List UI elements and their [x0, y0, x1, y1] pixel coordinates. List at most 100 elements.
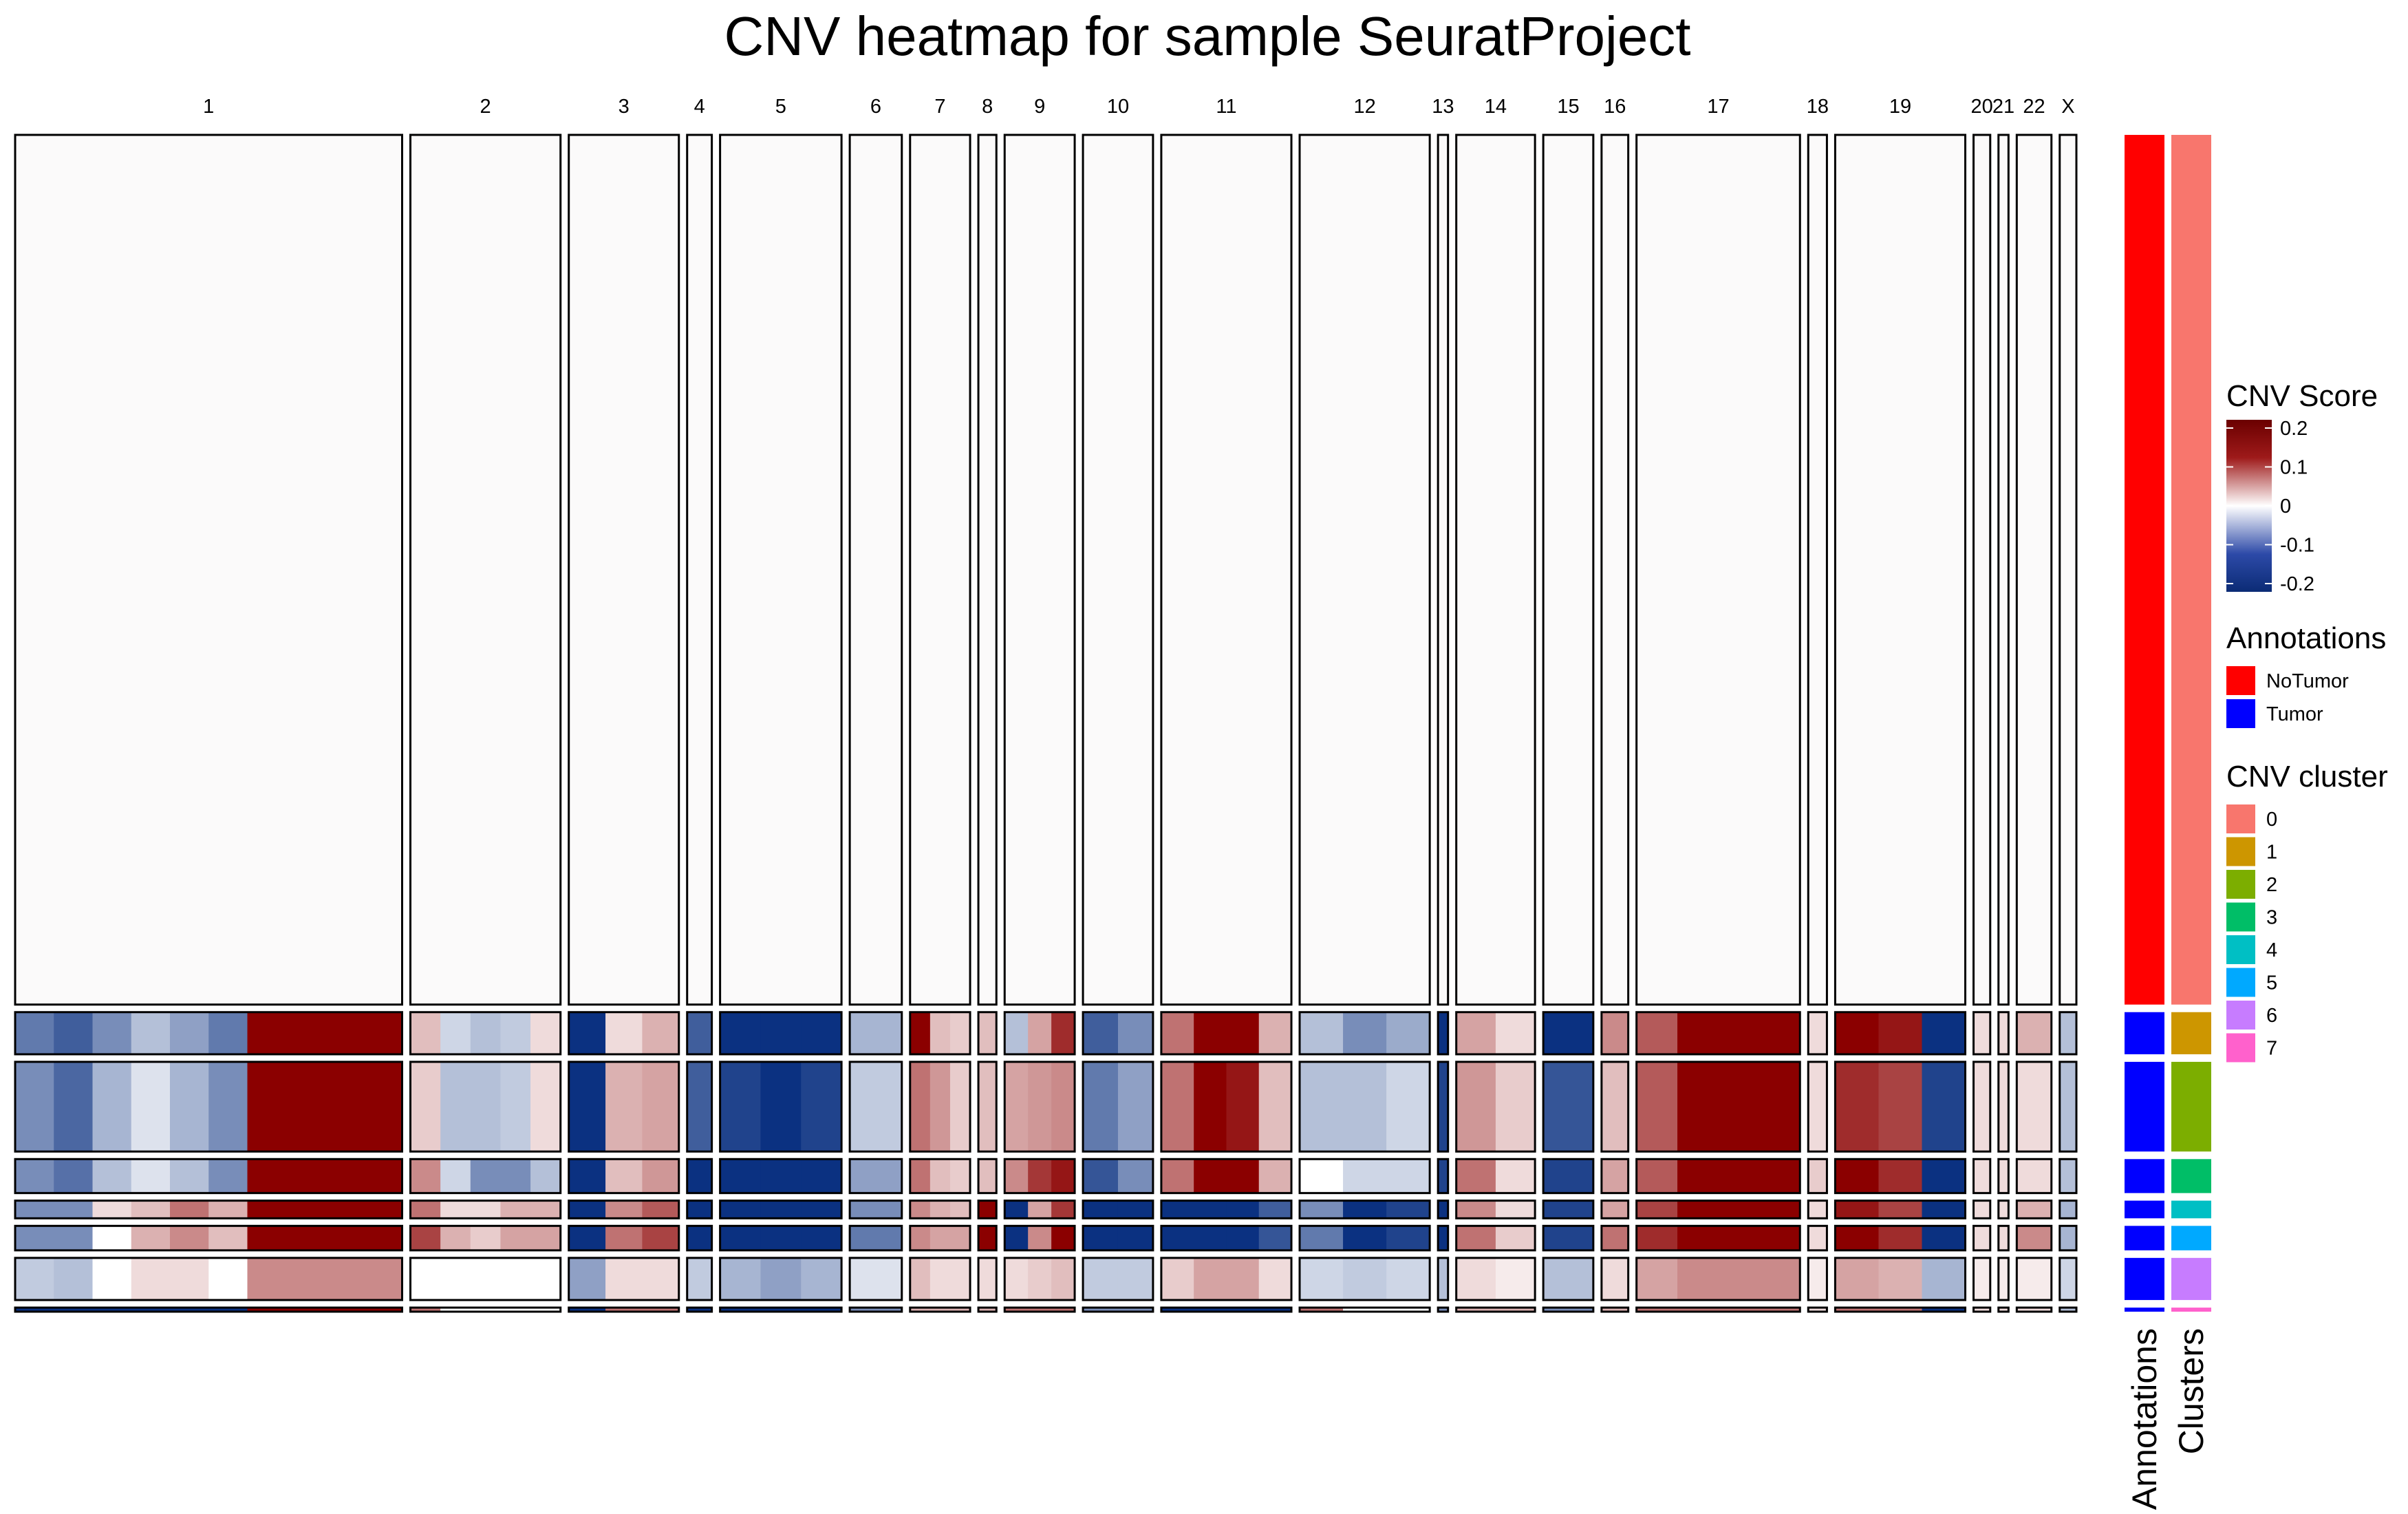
cnv-segment — [1438, 1200, 1449, 1219]
cluster-legend-swatch — [2226, 870, 2255, 899]
cnv-segment — [1998, 1257, 2009, 1301]
heatmap-cell-block — [2058, 1224, 2078, 1252]
block-border — [409, 1158, 562, 1195]
cnv-segment — [2059, 1012, 2077, 1054]
chromosome-label: 20 — [1971, 96, 1993, 118]
block-border — [1082, 1200, 1154, 1219]
block-border — [1635, 1060, 1801, 1153]
heatmap-cell-block — [1003, 134, 1076, 1006]
heatmap-cell-block — [2058, 1306, 2078, 1313]
cnv-segment — [760, 1200, 802, 1219]
cnv-segment — [15, 1061, 54, 1152]
block-border — [977, 1257, 998, 1301]
cnv-block — [1004, 135, 1075, 1005]
block-border — [1997, 1158, 2010, 1195]
heatmap-cell-block — [977, 1257, 998, 1301]
cnv-segment — [1718, 1200, 1760, 1219]
heatmap-cell-block — [1003, 1224, 1076, 1252]
colorbar-tick-label: 0.1 — [2280, 457, 2308, 479]
heatmap-cell-block — [568, 1158, 680, 1195]
cnv-segment — [1759, 1226, 1800, 1250]
block-border — [1003, 1200, 1076, 1219]
cnv-segment — [1258, 1200, 1292, 1219]
cnv-segment — [1343, 1200, 1387, 1219]
heatmap-cell-block — [1807, 1060, 1828, 1153]
block-border — [568, 1200, 680, 1219]
cnv-segment — [1083, 1012, 1119, 1054]
cnv-segment — [1998, 1200, 2009, 1219]
block-border — [848, 1257, 903, 1301]
heatmap-cell-block — [1298, 1224, 1431, 1252]
block-border — [719, 1224, 843, 1252]
cnv-segment — [500, 1308, 531, 1312]
cnv-segment — [1973, 1159, 1991, 1193]
heatmap-cell-block — [14, 1011, 403, 1056]
cnv-segment — [1004, 1159, 1029, 1193]
annotation-bar-segment — [2125, 1257, 2164, 1301]
cnv-segment — [208, 1061, 248, 1152]
heatmap-cell-block — [719, 1257, 843, 1301]
block-border — [2058, 134, 2078, 1006]
cnv-segment — [440, 1200, 471, 1219]
cnv-segment — [929, 1061, 951, 1152]
cnv-segment — [1438, 1159, 1449, 1193]
cluster-legend-label: 4 — [2266, 939, 2277, 961]
heatmap-cell-block — [909, 1011, 971, 1056]
heatmap-cell-block — [568, 1257, 680, 1301]
cnv-segment — [605, 1012, 643, 1054]
cnv-segment — [850, 1012, 903, 1054]
cnv-segment — [1636, 1159, 1678, 1193]
block-border — [1972, 1060, 1992, 1153]
cnv-segment — [1808, 1257, 1828, 1301]
block-border — [1600, 1257, 1630, 1301]
cnv-segment — [1718, 1061, 1760, 1152]
cnv-segment — [15, 1226, 54, 1250]
cnv-segment — [440, 1061, 471, 1152]
cnv-segment — [410, 1308, 441, 1312]
cnv-segment — [470, 1200, 502, 1219]
annotation-bar-segment — [2125, 1159, 2164, 1193]
heatmap-cell-block — [977, 1200, 998, 1219]
cnv-segment — [1543, 1159, 1594, 1193]
heatmap-cell-block — [686, 1060, 713, 1153]
block-border — [568, 134, 680, 1006]
heatmap-cell-block — [1437, 1257, 1450, 1301]
cnv-segment — [642, 1308, 680, 1312]
heatmap-cell-block — [1437, 1200, 1450, 1219]
cnv-segment — [720, 1012, 762, 1054]
heatmap-body — [14, 134, 2078, 1313]
cnv-segment — [1677, 1257, 1719, 1301]
heatmap-cell-block — [909, 1158, 971, 1195]
cnv-segment — [1386, 1200, 1430, 1219]
block-border — [1455, 1011, 1536, 1056]
heatmap-cell-block — [409, 1257, 562, 1301]
cnv-segment — [208, 1012, 248, 1054]
cnv-segment — [470, 1308, 502, 1312]
cnv-segment — [440, 1257, 471, 1301]
cnv-segment — [363, 1061, 403, 1152]
block-border — [1834, 1257, 1967, 1301]
cluster-legend-swatch — [2226, 837, 2255, 866]
cnv-segment — [1051, 1200, 1075, 1219]
cnv-segment — [2017, 1257, 2052, 1301]
heatmap-cell-block — [409, 1306, 562, 1313]
heatmap-cell-block — [1455, 1257, 1536, 1301]
block-border — [1298, 1224, 1431, 1252]
cnv-segment — [54, 1012, 94, 1054]
heatmap-cell-block — [1003, 1306, 1076, 1313]
block-border — [1834, 134, 1967, 1006]
block-border — [1542, 1158, 1595, 1195]
cnv-segment — [1998, 1159, 2009, 1193]
cnv-segment — [1028, 1308, 1052, 1312]
cnv-segment — [286, 1308, 325, 1312]
cnv-segment — [324, 1061, 364, 1152]
cnv-segment — [1028, 1012, 1052, 1054]
cnv-segment — [1386, 1061, 1430, 1152]
cnv-segment — [1543, 1308, 1594, 1312]
cnv-block — [2059, 135, 2076, 1005]
block-border — [2015, 1011, 2053, 1056]
heatmap-cell-block — [1972, 1306, 1992, 1313]
cnv-segment — [54, 1308, 94, 1312]
chromosome-label: 7 — [934, 96, 945, 118]
heatmap-cell-block — [977, 1224, 998, 1252]
